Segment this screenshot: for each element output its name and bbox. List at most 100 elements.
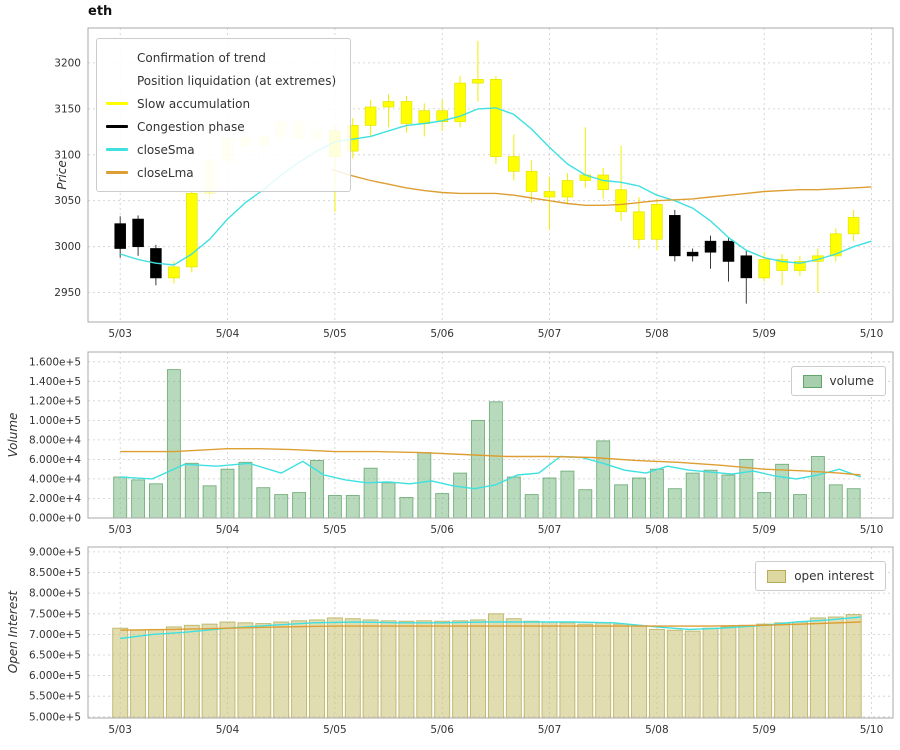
open-interest-bar (344, 618, 361, 719)
y-tick-label: 0.000e+0 (29, 513, 81, 525)
volume-bar (453, 472, 468, 519)
open-interest-bar (666, 629, 683, 719)
volume-bar (721, 474, 736, 519)
y-tick-label: 2.000e+4 (29, 493, 81, 505)
candle-body (758, 259, 770, 279)
volume-axis-label: Volume (6, 412, 20, 458)
y-tick-label: 7.000e+5 (29, 629, 81, 641)
candle-body (597, 174, 609, 191)
open-interest-bar (487, 613, 504, 719)
volume-bar (220, 468, 235, 519)
candle-body (132, 218, 144, 248)
open-interest-bar (792, 621, 808, 719)
y-tick-label: 3200 (54, 57, 81, 69)
open-interest-legend: open interest (755, 561, 886, 591)
open-interest-bar (309, 619, 325, 719)
candle-body (740, 255, 753, 279)
x-tick-label: 5/08 (645, 524, 669, 536)
candle-body (525, 170, 538, 192)
x-tick-label: 5/10 (860, 724, 884, 736)
chart-title: eth (88, 4, 113, 19)
open-interest-bar (452, 620, 469, 719)
open-interest-bar (112, 627, 129, 719)
volume-bar (810, 456, 825, 519)
volume-bar (542, 477, 557, 519)
candle-body (186, 193, 198, 268)
legend-empty-swatch (106, 79, 128, 82)
candle-body (472, 79, 484, 84)
open-interest-bar (165, 626, 182, 719)
panel-frame (87, 546, 894, 719)
x-tick-label: 5/03 (108, 524, 132, 536)
volume-bar (846, 488, 861, 519)
open-interest-bar (273, 621, 290, 719)
open-interest-bar (684, 630, 701, 719)
y-tick-label: 5.500e+5 (29, 691, 81, 703)
x-tick-label: 5/08 (645, 724, 669, 736)
legend-item: Position liquidation (at extremes) (106, 69, 336, 92)
open-interest-bar (219, 621, 236, 719)
volumeSma-line (120, 455, 862, 490)
x-tick-label: 5/04 (216, 328, 240, 340)
volume-bar (202, 485, 217, 519)
open-interest-bar (434, 620, 451, 719)
panel-frame (87, 27, 894, 323)
volume-bar (578, 489, 593, 519)
volume-bar (184, 462, 199, 519)
y-tick-label: 8.000e+4 (29, 434, 81, 446)
legend-label: Position liquidation (at extremes) (137, 73, 337, 88)
open-interest-bar (201, 623, 218, 719)
volume-bar (238, 461, 253, 519)
open-interest-bar (827, 616, 844, 719)
x-tick-label: 5/07 (538, 524, 562, 536)
open-interest-bar (738, 624, 755, 719)
legend-label: Confirmation of trend (137, 50, 266, 65)
volume-bar (488, 401, 503, 519)
volume-bar (524, 494, 539, 519)
closeLma-line (331, 168, 872, 207)
legend-item: Congestion phase (106, 115, 336, 138)
x-tick-label: 5/05 (323, 328, 347, 340)
open-interest-legend-patch (767, 569, 787, 583)
legend-label: closeSma (137, 142, 195, 157)
volume-bar (560, 470, 575, 519)
volume-bar (363, 467, 378, 519)
open-interest-bar (720, 626, 737, 719)
y-tick-label: 3000 (54, 241, 81, 253)
open-interest-bar (774, 622, 791, 719)
x-tick-label: 5/07 (538, 724, 562, 736)
volume-bar (667, 488, 682, 519)
y-tick-label: 6.000e+5 (29, 670, 81, 682)
volume-bar (256, 487, 271, 519)
price-axis-label: Price (55, 160, 69, 190)
x-tick-label: 5/06 (430, 724, 454, 736)
candle-body (418, 110, 431, 124)
y-tick-label: 3050 (54, 195, 81, 207)
open-interest-bar (631, 625, 647, 719)
candle-body (686, 251, 699, 257)
open-interest-bar (702, 627, 719, 719)
volume-legend-patch (802, 374, 822, 388)
open-interest-panel: 5.000e+5 5.500e+5 6.000e+5 6.500e+5 7.000e+5… (29, 546, 894, 736)
y-tick-label: 1.400e+5 (29, 376, 81, 388)
x-tick-label: 5/04 (216, 524, 240, 536)
y-tick-label: 1.200e+5 (29, 395, 81, 407)
candle-body (543, 191, 556, 198)
volume-bar (310, 459, 324, 519)
volume-bar (417, 452, 432, 519)
open-interest-bar (505, 618, 522, 719)
volume-bar (166, 369, 181, 519)
volume-bar (757, 492, 772, 519)
candle-body (847, 216, 860, 235)
volume-bar (292, 492, 307, 519)
legend-line-swatch (106, 102, 128, 105)
x-tick-label: 5/06 (430, 524, 454, 536)
volume-bar (703, 469, 718, 519)
open-interest-bar (326, 617, 343, 719)
open-interest-bar (470, 619, 486, 719)
open-interest-bar (559, 622, 576, 719)
volume-legend-label: volume (829, 374, 874, 388)
open-interest-bar (845, 614, 862, 719)
